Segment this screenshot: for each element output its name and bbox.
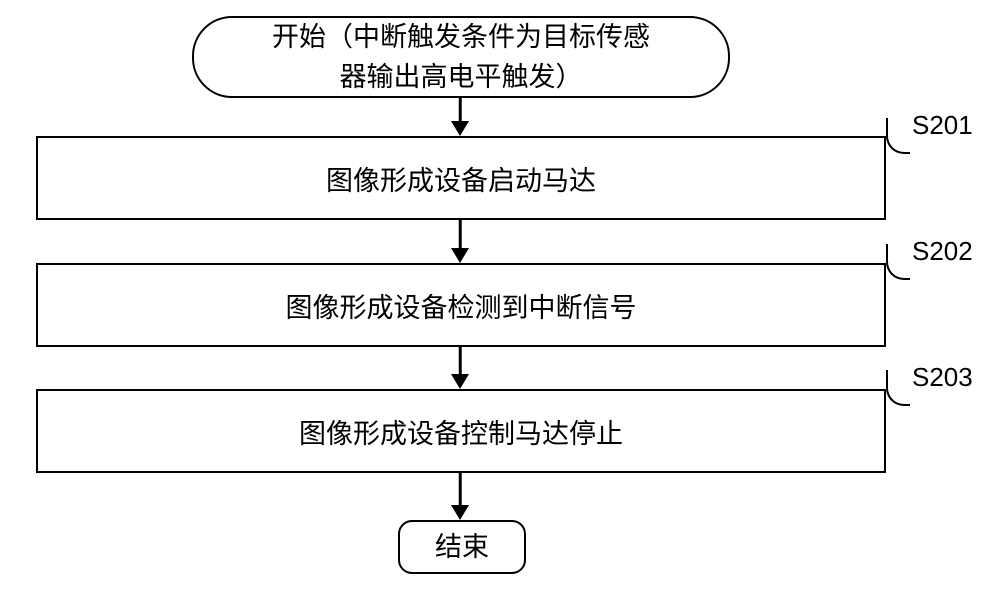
- flowchart-container: 开始（中断触发条件为目标传感 器输出高电平触发） 图像形成设备启动马达 S201…: [0, 0, 1000, 607]
- s201-hook: [886, 118, 910, 154]
- s202-hook: [886, 244, 910, 280]
- s203-hook: [886, 370, 910, 406]
- process-s203: 图像形成设备控制马达停止: [36, 389, 886, 473]
- end-node: 结束: [398, 520, 526, 574]
- start-node: 开始（中断触发条件为目标传感 器输出高电平触发）: [192, 16, 730, 98]
- process-s201: 图像形成设备启动马达: [36, 136, 886, 220]
- s201-label: S201: [912, 110, 973, 141]
- s203-label: S203: [912, 362, 973, 393]
- process-s203-text: 图像形成设备控制马达停止: [299, 412, 623, 451]
- process-s202-text: 图像形成设备检测到中断信号: [286, 286, 637, 325]
- start-text: 开始（中断触发条件为目标传感 器输出高电平触发）: [272, 17, 650, 98]
- process-s202: 图像形成设备检测到中断信号: [36, 263, 886, 347]
- process-s201-text: 图像形成设备启动马达: [326, 159, 596, 198]
- s202-label: S202: [912, 236, 973, 267]
- end-text: 结束: [435, 527, 489, 568]
